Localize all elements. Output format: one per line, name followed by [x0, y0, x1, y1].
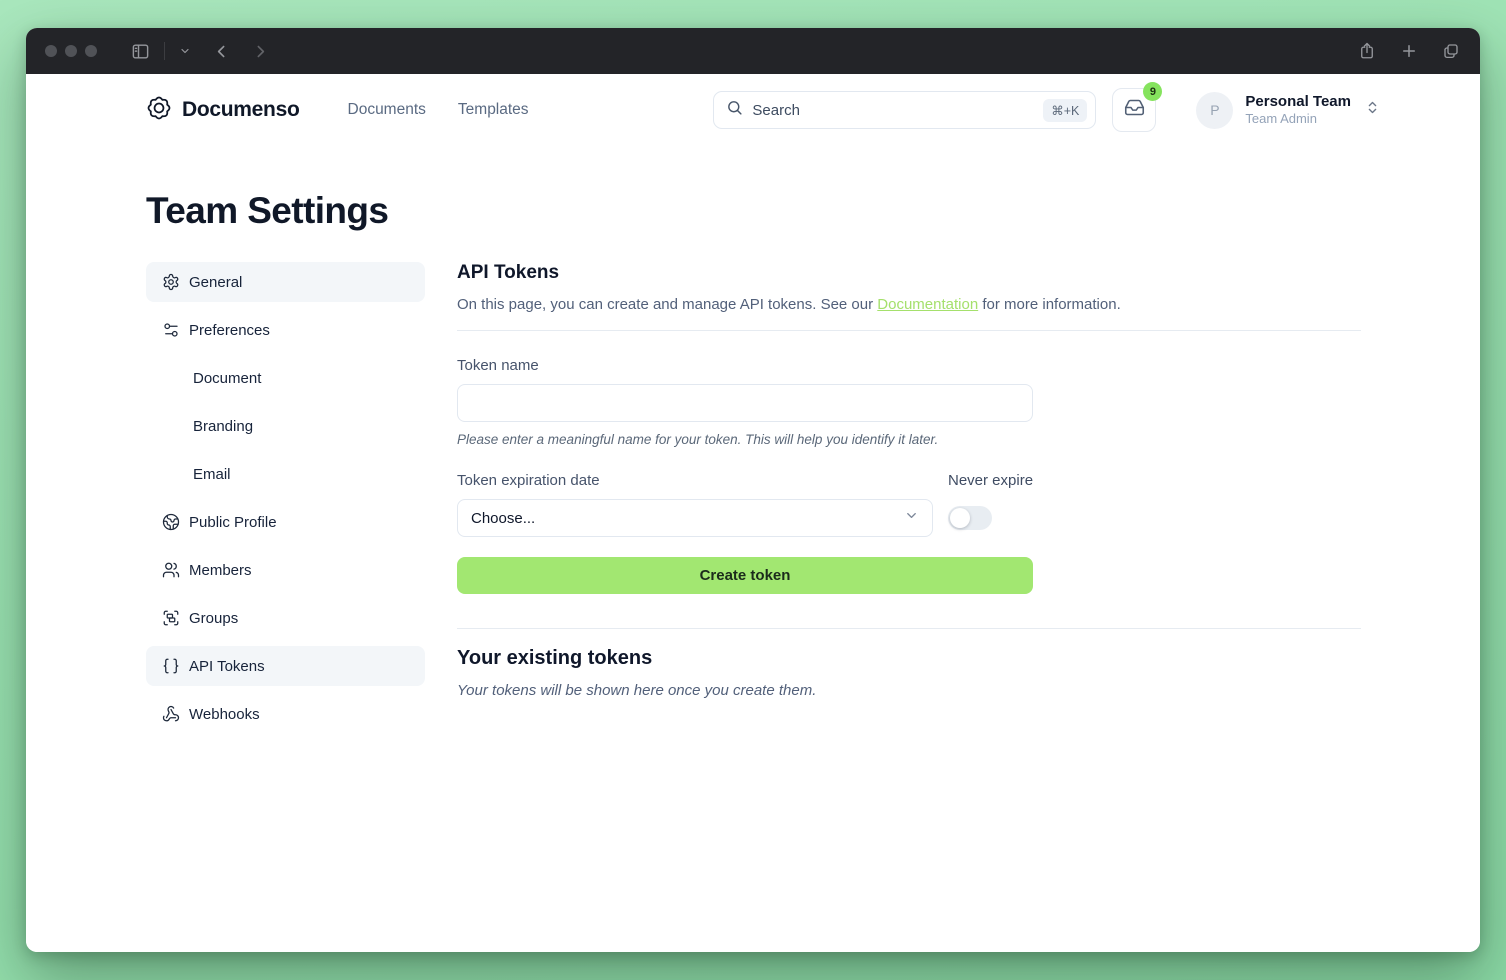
sidebar-item-preferences[interactable]: Preferences [146, 310, 425, 350]
sidebar-item-label: Branding [193, 417, 254, 435]
create-token-button[interactable]: Create token [457, 557, 1033, 594]
inbox-icon [1124, 97, 1145, 123]
gear-icon [162, 273, 180, 291]
existing-tokens-empty-text: Your tokens will be shown here once you … [457, 682, 817, 699]
sidebar-item-members[interactable]: Members [146, 550, 425, 590]
app-content: Documenso Documents Templates ⌘+K 9 P [26, 74, 1480, 952]
group-icon [162, 609, 180, 627]
sidebar-item-label: Public Profile [189, 513, 277, 531]
braces-icon [162, 657, 180, 675]
sidebar-item-label: API Tokens [189, 657, 265, 675]
main-area: Team Settings General Preferences [26, 146, 1480, 952]
never-expire-toggle[interactable] [948, 506, 992, 530]
tab-overview-icon[interactable] [1442, 42, 1460, 60]
sidebar-item-label: Preferences [189, 321, 270, 339]
sidebar-item-label: Webhooks [189, 705, 260, 723]
description-text: On this page, you can create and manage … [457, 296, 878, 313]
inbox-count-badge: 9 [1143, 82, 1163, 101]
nav-templates[interactable]: Templates [457, 101, 529, 118]
search-bar[interactable]: ⌘+K [713, 91, 1097, 129]
toggle-knob [950, 508, 970, 528]
sidebar-item-branding[interactable]: Branding [146, 406, 425, 446]
minimize-window-button[interactable] [65, 45, 77, 57]
sidebar-item-api-tokens[interactable]: API Tokens [146, 646, 425, 686]
sidebar-item-email[interactable]: Email [146, 454, 425, 494]
app-header: Documenso Documents Templates ⌘+K 9 P [26, 74, 1480, 146]
search-input[interactable] [752, 101, 1044, 119]
close-window-button[interactable] [45, 45, 57, 57]
main-nav: Documents Templates [348, 101, 529, 119]
browser-titlebar [26, 28, 1480, 74]
sidebar-toggle-icon[interactable] [131, 42, 150, 61]
sidebar-item-label: Groups [189, 609, 239, 627]
webhook-icon [162, 705, 180, 723]
avatar: P [1196, 91, 1234, 129]
sidebar-item-document[interactable]: Document [146, 358, 425, 398]
token-name-input[interactable] [457, 384, 1033, 422]
globe-icon [162, 513, 180, 531]
token-name-label: Token name [457, 357, 539, 374]
toolbar-divider [164, 42, 165, 60]
documenso-logo-icon [146, 95, 172, 126]
settings-content: API Tokens On this page, you can create … [457, 262, 1361, 742]
sidebar-item-label: General [189, 273, 243, 291]
documentation-link[interactable]: Documentation [877, 296, 979, 313]
divider [457, 628, 1361, 629]
back-icon[interactable] [213, 43, 230, 60]
sidebar-item-general[interactable]: General [146, 262, 425, 302]
account-role: Team Admin [1245, 111, 1317, 127]
browser-window: Documenso Documents Templates ⌘+K 9 P [26, 28, 1480, 952]
sidebar-item-webhooks[interactable]: Webhooks [146, 694, 425, 734]
token-expiration-select[interactable]: Choose... [457, 499, 933, 537]
existing-tokens-heading: Your existing tokens [457, 647, 653, 669]
documenso-logo[interactable]: Documenso [146, 95, 300, 126]
inbox-button[interactable]: 9 [1112, 82, 1163, 132]
search-shortcut-badge: ⌘+K [1043, 98, 1088, 122]
settings-sidebar: General Preferences Document Branding [146, 262, 425, 742]
description-text: for more information. [978, 296, 1121, 313]
sliders-icon [162, 321, 180, 339]
brand-name: Documenso [182, 98, 300, 121]
select-value: Choose... [471, 509, 536, 527]
section-title: API Tokens [457, 262, 560, 283]
divider [457, 330, 1361, 331]
nav-documents[interactable]: Documents [347, 101, 426, 118]
sidebar-item-label: Members [189, 561, 252, 579]
chevron-down-icon[interactable] [179, 45, 191, 57]
section-description: On this page, you can create and manage … [457, 296, 1361, 313]
token-name-help: Please enter a meaningful name for your … [457, 432, 939, 447]
window-controls [45, 45, 97, 57]
page-title: Team Settings [146, 190, 389, 231]
chevron-down-icon [904, 508, 919, 528]
sidebar-item-public-profile[interactable]: Public Profile [146, 502, 425, 542]
token-expiration-label: Token expiration date [457, 472, 600, 489]
users-icon [162, 561, 180, 579]
never-expire-label: Never expire [948, 472, 1034, 489]
sidebar-item-label: Email [193, 465, 231, 483]
chevrons-up-down-icon [1365, 100, 1380, 120]
maximize-window-button[interactable] [85, 45, 97, 57]
sidebar-item-label: Document [193, 369, 262, 387]
forward-icon[interactable] [252, 43, 269, 60]
account-menu[interactable]: P Personal Team Team Admin [1196, 91, 1380, 129]
account-team-name: Personal Team [1245, 92, 1351, 110]
search-icon [726, 99, 743, 121]
sidebar-item-groups[interactable]: Groups [146, 598, 425, 638]
share-icon[interactable] [1358, 42, 1376, 60]
new-tab-icon[interactable] [1400, 42, 1418, 60]
